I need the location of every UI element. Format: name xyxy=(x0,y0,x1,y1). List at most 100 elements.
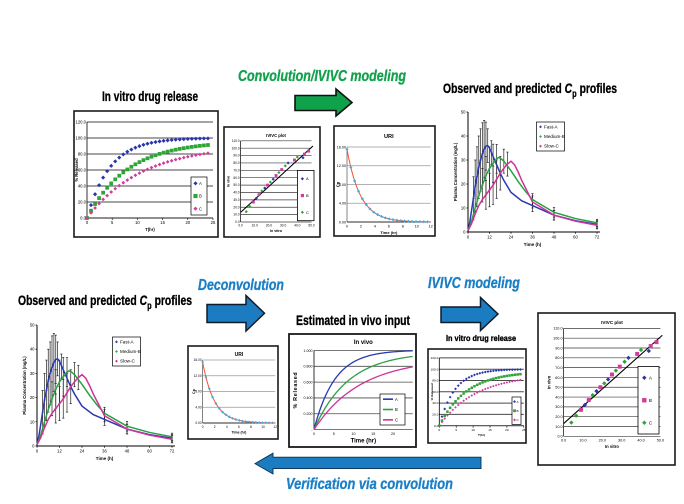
svg-text:% Released: % Released xyxy=(74,158,79,182)
svg-text:60.0: 60.0 xyxy=(233,176,239,180)
svg-text:5: 5 xyxy=(111,220,114,225)
svg-text:Medium-B: Medium-B xyxy=(120,349,141,354)
svg-text:0.0: 0.0 xyxy=(557,435,562,439)
svg-text:0.0: 0.0 xyxy=(434,424,439,428)
svg-text:0: 0 xyxy=(202,425,204,429)
svg-text:B: B xyxy=(306,193,309,198)
svg-text:0.600: 0.600 xyxy=(304,380,313,384)
svg-text:10: 10 xyxy=(135,220,140,225)
svg-text:10.0: 10.0 xyxy=(579,439,586,443)
svg-text:Time (hr): Time (hr) xyxy=(380,230,398,235)
svg-text:20: 20 xyxy=(505,428,509,432)
svg-text:110.0: 110.0 xyxy=(232,139,240,143)
svg-text:5: 5 xyxy=(333,432,335,436)
svg-text:8: 8 xyxy=(250,425,252,429)
svg-text:A: A xyxy=(649,375,653,380)
svg-text:50: 50 xyxy=(461,109,466,114)
svg-text:In vitro: In vitro xyxy=(270,229,283,233)
svg-text:30.0: 30.0 xyxy=(618,439,625,443)
svg-text:A: A xyxy=(517,400,520,404)
svg-text:0.800: 0.800 xyxy=(304,365,313,369)
svg-text:C: C xyxy=(517,418,520,422)
svg-text:IVIVC plot: IVIVC plot xyxy=(601,320,623,325)
svg-text:Medium-B: Medium-B xyxy=(544,134,565,139)
svg-text:10: 10 xyxy=(415,225,419,229)
svg-text:12: 12 xyxy=(57,449,62,454)
svg-text:1.000: 1.000 xyxy=(304,349,313,353)
svg-text:100.0: 100.0 xyxy=(553,337,563,341)
svg-text:120.0: 120.0 xyxy=(431,356,439,360)
svg-text:A: A xyxy=(395,397,398,402)
svg-text:20: 20 xyxy=(185,220,190,225)
svg-text:40: 40 xyxy=(30,347,35,352)
svg-text:0.0: 0.0 xyxy=(235,220,240,224)
svg-text:40.0: 40.0 xyxy=(78,183,87,188)
svg-text:72: 72 xyxy=(170,449,175,454)
svg-text:Time (h): Time (h) xyxy=(524,242,542,247)
svg-text:10: 10 xyxy=(461,205,466,210)
svg-text:16.00: 16.00 xyxy=(194,358,202,362)
svg-text:20.0: 20.0 xyxy=(233,205,239,209)
svg-text:B: B xyxy=(649,398,652,403)
svg-text:In vivo: In vivo xyxy=(354,340,373,346)
svg-text:50: 50 xyxy=(30,322,35,327)
svg-text:0: 0 xyxy=(313,432,315,436)
svg-text:0: 0 xyxy=(36,449,39,454)
svg-text:In vivo: In vivo xyxy=(227,175,231,187)
svg-text:Plasma Concentration (mg/L): Plasma Concentration (mg/L) xyxy=(453,142,458,201)
svg-text:48: 48 xyxy=(125,449,130,454)
svg-text:10.0: 10.0 xyxy=(555,425,562,429)
svg-text:-: - xyxy=(311,428,313,432)
svg-text:12: 12 xyxy=(429,225,433,229)
svg-text:A: A xyxy=(306,176,309,181)
svg-text:10: 10 xyxy=(471,428,475,432)
svg-text:40.0: 40.0 xyxy=(555,395,562,399)
svg-text:4.00: 4.00 xyxy=(339,202,346,206)
svg-text:8.00: 8.00 xyxy=(339,183,346,187)
svg-text:4: 4 xyxy=(374,225,376,229)
svg-text:60: 60 xyxy=(147,449,152,454)
svg-text:6: 6 xyxy=(238,425,240,429)
svg-text:B: B xyxy=(517,409,519,413)
svg-text:C: C xyxy=(199,206,202,211)
svg-text:10: 10 xyxy=(261,425,265,429)
svg-text:48: 48 xyxy=(552,235,557,240)
svg-text:24: 24 xyxy=(509,235,514,240)
svg-text:12: 12 xyxy=(273,425,277,429)
svg-text:60.0: 60.0 xyxy=(555,376,562,380)
svg-text:C: C xyxy=(395,417,398,422)
svg-text:40: 40 xyxy=(461,133,466,138)
svg-text:80.0: 80.0 xyxy=(233,161,239,165)
svg-text:20: 20 xyxy=(391,432,395,436)
svg-text:T(hr): T(hr) xyxy=(478,433,485,437)
svg-text:72: 72 xyxy=(595,235,600,240)
svg-text:25: 25 xyxy=(522,428,526,432)
svg-text:12: 12 xyxy=(487,235,492,240)
svg-text:In vitro: In vitro xyxy=(605,444,619,449)
svg-text:90.0: 90.0 xyxy=(233,154,239,158)
svg-text:15: 15 xyxy=(488,428,492,432)
svg-text:80.0: 80.0 xyxy=(555,356,562,360)
svg-text:0: 0 xyxy=(463,229,466,234)
svg-text:40.0: 40.0 xyxy=(294,224,300,228)
svg-text:10.0: 10.0 xyxy=(252,224,258,228)
svg-text:4: 4 xyxy=(226,425,228,429)
svg-text:40.0: 40.0 xyxy=(637,439,644,443)
svg-text:40.0: 40.0 xyxy=(432,401,438,405)
svg-text:36: 36 xyxy=(530,235,535,240)
svg-text:0: 0 xyxy=(467,235,470,240)
svg-text:80.0: 80.0 xyxy=(78,151,87,156)
svg-text:5: 5 xyxy=(455,428,457,432)
svg-text:12.00: 12.00 xyxy=(337,164,346,168)
svg-text:Cp: Cp xyxy=(192,388,196,394)
svg-text:90.0: 90.0 xyxy=(555,346,562,350)
svg-text:20.0: 20.0 xyxy=(555,415,562,419)
svg-text:% Released: % Released xyxy=(430,383,434,400)
svg-text:B: B xyxy=(395,407,398,412)
svg-text:15: 15 xyxy=(371,432,375,436)
svg-text:120.0: 120.0 xyxy=(76,119,87,124)
svg-text:25: 25 xyxy=(211,220,216,225)
svg-text:0: 0 xyxy=(438,428,440,432)
svg-text:30: 30 xyxy=(30,371,35,376)
svg-text:0.00: 0.00 xyxy=(195,421,201,425)
